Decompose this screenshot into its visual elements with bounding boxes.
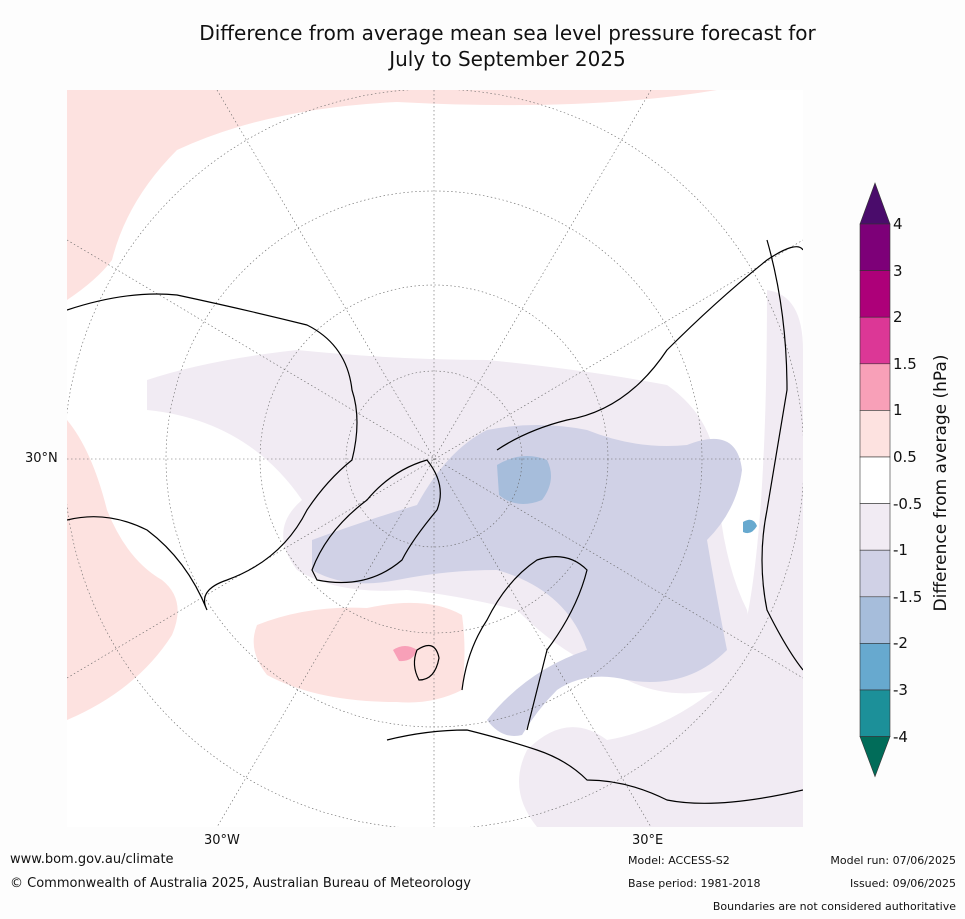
colorbar-tick-label: -1: [893, 541, 908, 560]
colorbar-tick-label: 3: [893, 261, 903, 280]
coast-eurasia-north: [496, 246, 803, 451]
region-arctic-low: [312, 425, 742, 736]
coast-greenland: [311, 459, 441, 583]
colorbar-tick-label: -1.5: [893, 587, 923, 606]
map-title: Difference from average mean sea level p…: [160, 20, 855, 72]
colorbar-box: [859, 503, 891, 551]
colorbar-arrow-below: [859, 736, 891, 778]
colorbar-tick-label: -0.5: [893, 494, 923, 513]
colorbar-box: [859, 363, 891, 411]
footer-copyright: © Commonwealth of Australia 2025, Austra…: [10, 876, 471, 891]
region-weak-negative-east: [519, 290, 803, 827]
colorbar-tick-label: 2: [893, 308, 903, 327]
colorbar-box: [859, 596, 891, 644]
colorbar: [859, 182, 891, 778]
colorbar-box: [859, 456, 891, 504]
longitude-label-30e: 30°E: [632, 833, 664, 848]
footer-disclaimer: Boundaries are not considered authoritat…: [712, 900, 956, 913]
colorbar-box: [859, 316, 891, 365]
coast-uk: [413, 644, 440, 681]
region-north-atlantic-high: [253, 602, 465, 703]
region-barents-low: [497, 456, 551, 504]
region-west-atlantic-positive: [67, 420, 178, 720]
colorbar-tick-label: 1: [893, 401, 903, 420]
footer-base-period: Base period: 1981-2018: [628, 877, 761, 890]
longitude-label-30w: 30°W: [204, 833, 240, 848]
latitude-label-30n: 30°N: [25, 451, 58, 466]
colorbar-tick-label: -3: [893, 681, 908, 699]
coast-scandinavia: [461, 556, 588, 731]
colorbar-box: [859, 270, 891, 318]
region-baikal-low: [743, 519, 757, 534]
pressure-anomaly-map: [67, 90, 803, 827]
coast-europe-med: [386, 729, 803, 804]
footer-model: Model: ACCESS-S2: [628, 854, 730, 867]
map-svg: [67, 90, 803, 827]
colorbar-label: Difference from average (hPa): [931, 354, 951, 612]
colorbar-tick-label: -2: [893, 634, 908, 653]
coast-north-america: [67, 293, 358, 611]
colorbar-tick-label: -4: [893, 727, 908, 746]
colorbar-box: [859, 689, 891, 737]
colorbar-tick-label: 1.5: [893, 354, 917, 373]
colorbar-arrow-above: [859, 182, 891, 225]
colorbar-box: [859, 643, 891, 691]
colorbar-tick-label: 0.5: [893, 448, 917, 466]
colorbar-tick-label: 4: [893, 215, 903, 233]
colorbar-box: [859, 223, 891, 271]
colorbar-box: [859, 410, 891, 458]
footer-site-link[interactable]: www.bom.gov.au/climate: [10, 852, 174, 867]
map-title-line1: Difference from average mean sea level p…: [199, 21, 816, 45]
region-north-pacific-positive: [67, 90, 717, 300]
footer-issued: Issued: 09/06/2025: [849, 877, 956, 890]
colorbar-box: [859, 549, 891, 598]
region-iceland-uk-max: [393, 646, 417, 662]
map-title-line2: July to September 2025: [389, 47, 626, 71]
footer-model-run: Model run: 07/06/2025: [830, 854, 956, 867]
coast-east-asia: [761, 239, 803, 671]
